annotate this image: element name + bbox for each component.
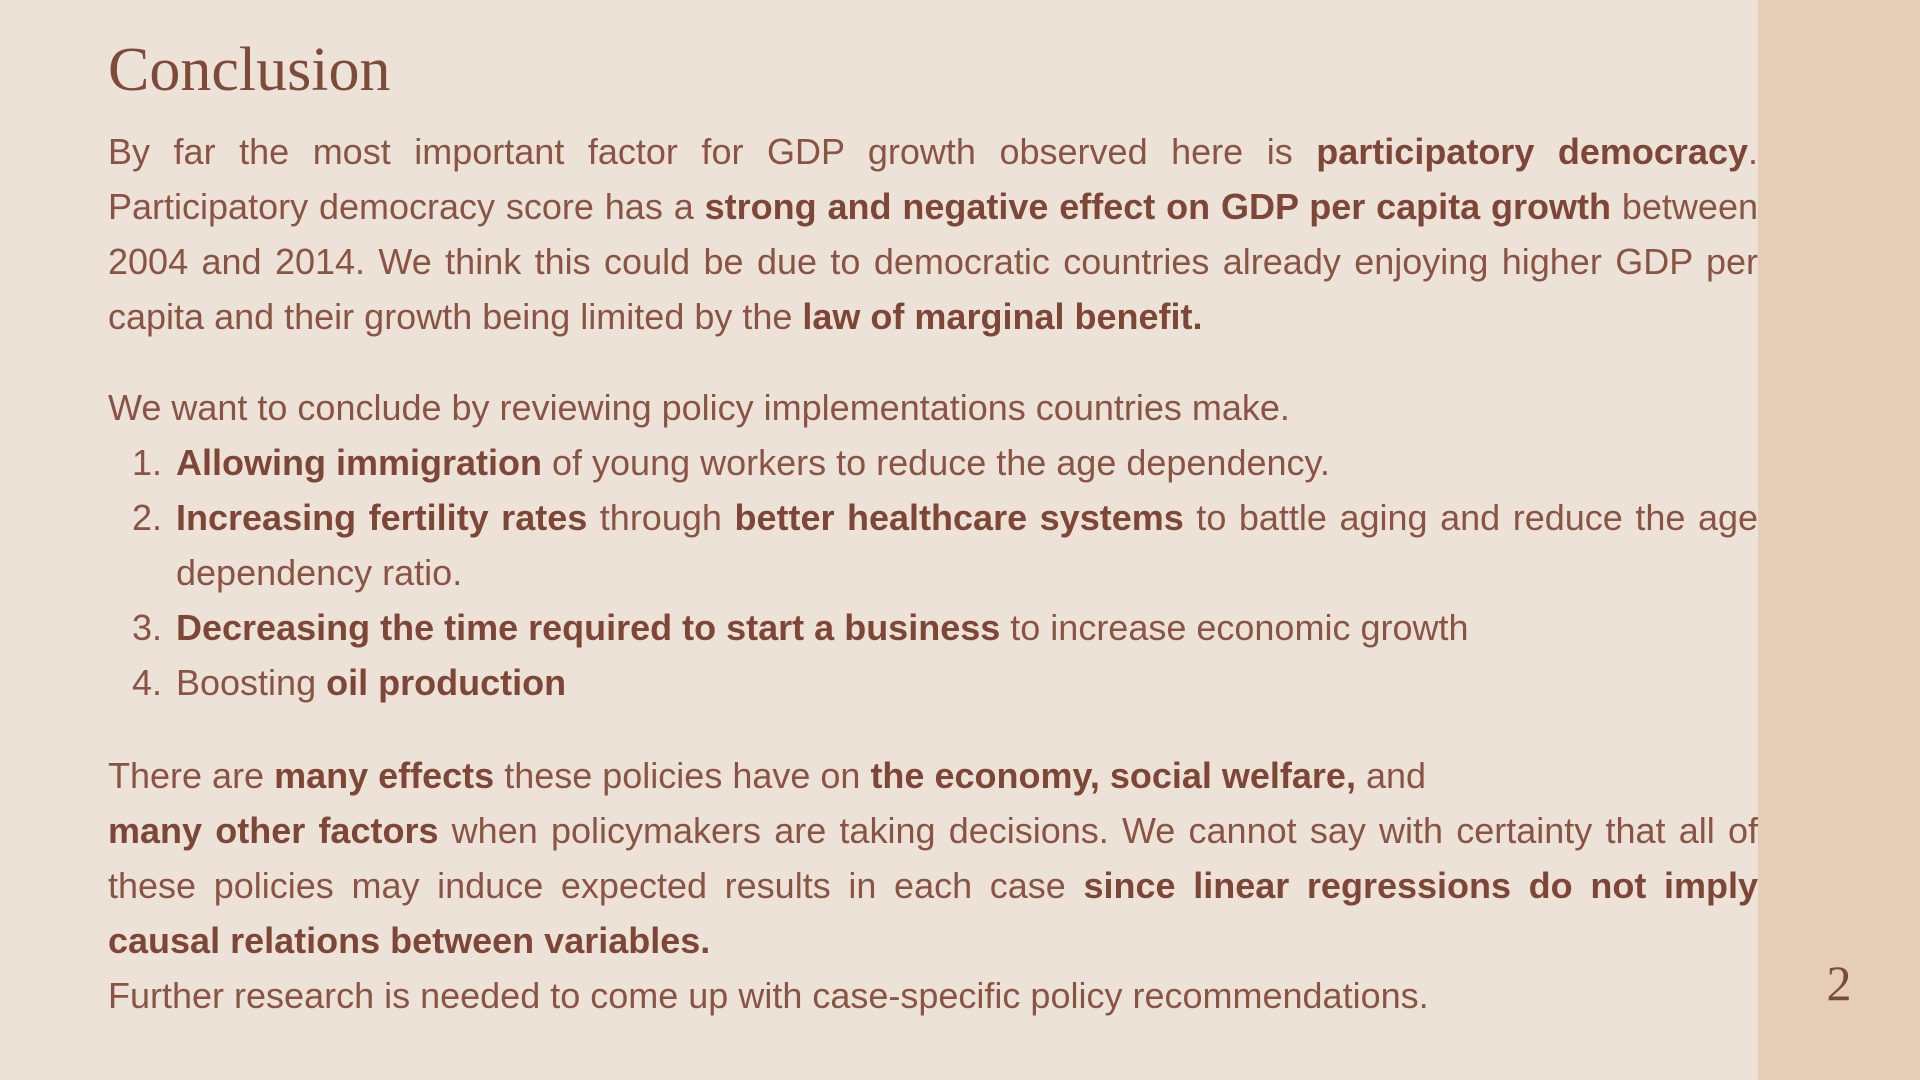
emphasis-business-time: Decreasing the time required to start a … [176,607,1001,648]
policy-intro: We want to conclude by reviewing policy … [108,387,1290,428]
text-run: to increase economic growth [1000,607,1469,648]
text-run: these policies have on [494,755,871,796]
text-run: when policymakers are taking decisions. … [108,810,1758,906]
emphasis-causal-relations: since linear regressions do not imply ca… [108,865,1758,961]
paragraph-effects-body: many other factors when policymakers are… [108,803,1758,968]
text-run: There are [108,755,275,796]
emphasis-marginal-benefit: law of marginal benefit. [802,296,1203,337]
emphasis-other-factors: many other factors [108,810,439,851]
list-item: Decreasing the time required to start a … [172,600,1758,655]
emphasis-fertility-rates: Increasing fertility rates [176,497,588,538]
list-item: Increasing fertility rates through bette… [172,490,1758,600]
emphasis-healthcare: better healthcare systems [734,497,1184,538]
emphasis-many-effects: many effects [274,755,495,796]
emphasis-negative-effect: strong and negative effect on GDP per ca… [704,186,1612,227]
text-run: through [587,497,735,538]
text-run: and [1355,755,1427,796]
emphasis-immigration: Allowing immigration [176,442,542,483]
list-item: Boosting oil production [172,655,1758,710]
page-number: 2 [1826,955,1852,1011]
text-run: . Participatory democracy score has a [108,131,1759,227]
text-run: Boosting [176,662,327,703]
paragraph-effects-line1: There are many effects these policies ha… [108,748,1758,803]
slide-title: Conclusion [108,36,391,104]
text-run: of young workers to reduce the age depen… [542,442,1330,483]
emphasis-participatory-democracy: participatory democracy [1316,131,1748,172]
paragraph-further-research: Further research is needed to come up wi… [108,975,1429,1016]
emphasis-economy-welfare: the economy, social welfare, [870,755,1356,796]
paragraph-democracy-finding: By far the most important factor for GDP… [108,124,1758,344]
text-run: to battle aging and reduce the age depen… [176,497,1759,593]
text-run: between 2004 and 2014. We think this cou… [108,186,1758,337]
text-run: By far the most important factor for GDP… [108,131,1317,172]
list-item: Allowing immigration of young workers to… [172,435,1758,490]
slide-content: Conclusion By far the most important fac… [108,34,1758,1023]
side-accent-bar [1758,0,1920,1080]
policy-list: Allowing immigration of young workers to… [108,435,1758,710]
emphasis-oil-production: oil production [326,662,567,703]
